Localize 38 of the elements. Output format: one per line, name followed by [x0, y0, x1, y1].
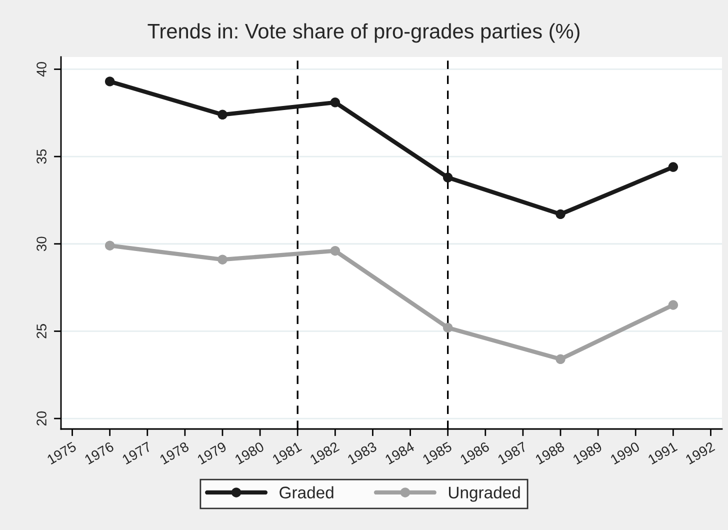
chart-title: Trends in: Vote share of pro-grades parties (%) — [148, 23, 580, 43]
x-tick-label: 1986 — [460, 441, 490, 465]
x-tick-label: 1976 — [84, 441, 114, 465]
point — [556, 354, 566, 364]
y-tick-label: 20 — [36, 411, 46, 426]
x-tick-label: 1992 — [685, 441, 716, 465]
y-tick-label: 35 — [36, 149, 46, 164]
point — [330, 246, 340, 256]
x-tick-label: 1977 — [122, 441, 152, 465]
x-tick-label: 1984 — [384, 441, 416, 465]
x-tick-label: 1982 — [310, 441, 340, 465]
legend-label: Graded — [280, 486, 334, 498]
point — [556, 209, 566, 220]
x-tick-label: 1980 — [234, 441, 265, 465]
point — [442, 322, 453, 333]
x-tick-label: 1979 — [196, 441, 228, 465]
x-tick-label: 1991 — [648, 441, 678, 465]
point — [218, 254, 228, 264]
x-tick-label: 1987 — [497, 441, 528, 465]
y-tick-label: 30 — [36, 236, 46, 252]
point — [668, 300, 678, 310]
y-tick-label: 25 — [36, 324, 46, 338]
x-tick-label: 1990 — [610, 441, 640, 465]
point — [668, 162, 678, 172]
point — [442, 172, 453, 182]
point — [104, 240, 115, 250]
legend-label: Ungraded — [448, 486, 520, 502]
point — [104, 76, 115, 86]
x-tick-label: 1975 — [46, 441, 77, 465]
x-tick-label: 1981 — [272, 441, 302, 465]
x-tick-label: 1988 — [534, 441, 566, 465]
point — [218, 110, 228, 120]
x-tick-label: 1983 — [347, 441, 378, 465]
x-tick-label: 1978 — [159, 441, 190, 465]
x-tick-label: 1989 — [572, 441, 603, 465]
x-tick-label: 1985 — [422, 441, 452, 465]
y-tick-label: 40 — [36, 62, 46, 77]
point — [330, 98, 340, 108]
